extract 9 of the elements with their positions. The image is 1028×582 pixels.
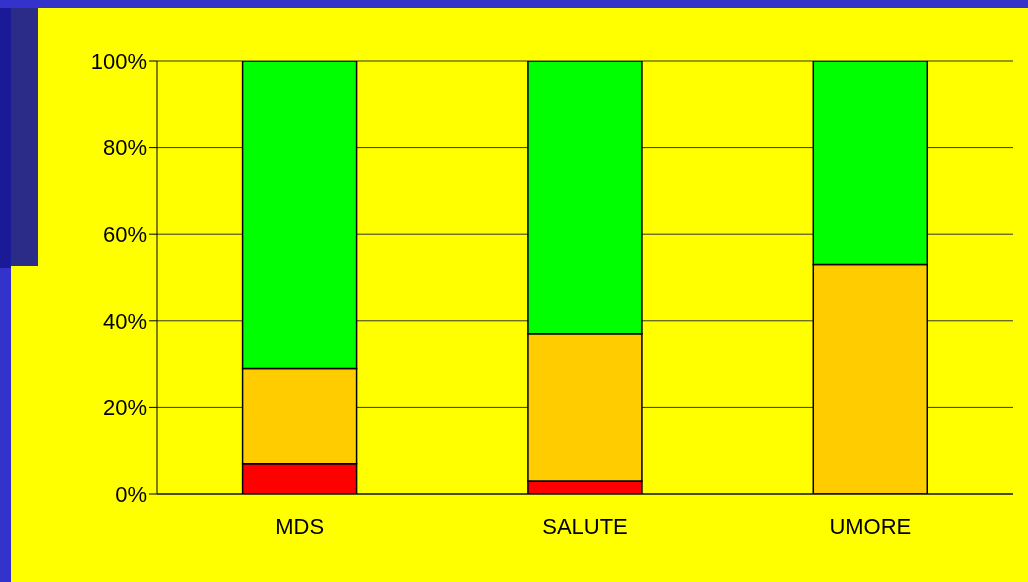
y-tick-label: 60% [102,222,147,248]
y-tick-label: 20% [102,395,147,421]
y-tick-label: 80% [102,135,147,161]
x-tick-label: MDS [275,513,325,539]
x-tick-label: UMORE [829,513,912,539]
y-tick-label: 0% [115,481,147,507]
x-tick-label: SALUTE [542,513,628,539]
y-tick-label: 40% [102,308,147,334]
y-tick-label: 100% [90,48,147,74]
